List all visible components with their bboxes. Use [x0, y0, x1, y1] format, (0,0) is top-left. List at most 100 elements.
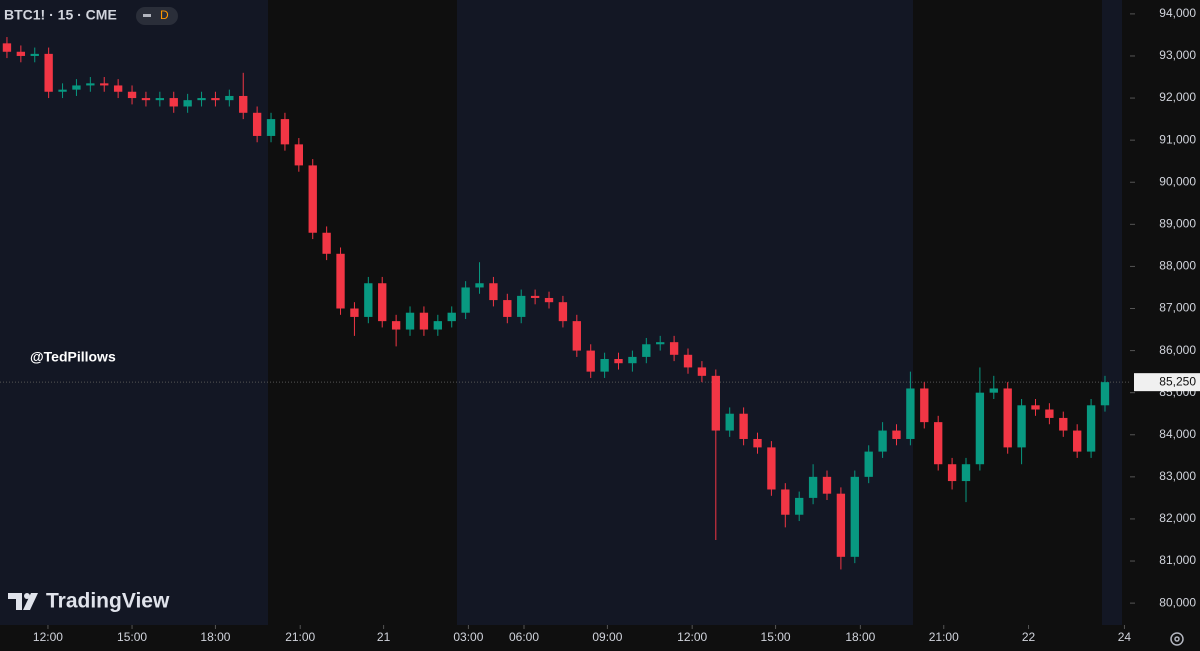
candle-body — [892, 430, 901, 439]
candle-body — [642, 344, 651, 357]
candle-body — [44, 53, 53, 92]
candle-body — [141, 98, 151, 101]
badge: D — [160, 8, 169, 22]
y-tick-label: 88,000 — [1159, 259, 1196, 273]
candle-body — [419, 312, 429, 330]
candle-body — [155, 98, 165, 101]
candle-body — [864, 451, 873, 477]
candle-body — [544, 297, 554, 303]
x-tick-label: 09:00 — [592, 630, 622, 644]
candle-body — [1073, 430, 1082, 452]
candle-body — [127, 91, 137, 99]
candle-body — [975, 392, 985, 465]
x-tick-label: 18:00 — [200, 630, 230, 644]
settings-icon[interactable] — [1170, 632, 1184, 646]
y-tick-label: 92,000 — [1159, 90, 1196, 104]
y-tick-label: 89,000 — [1159, 216, 1196, 230]
candle-body — [1031, 405, 1040, 410]
candle-body — [822, 476, 832, 494]
x-tick-label: 15:00 — [117, 630, 147, 644]
candle-body — [280, 119, 290, 145]
last-price-box — [1134, 373, 1200, 392]
candle-body — [934, 422, 943, 465]
x-tick-label: 22 — [1022, 630, 1036, 644]
candle-body — [225, 95, 234, 101]
candle-body — [378, 283, 387, 322]
candle-body — [503, 300, 512, 317]
x-tick-label: 21:00 — [929, 630, 959, 644]
y-tick-label: 93,000 — [1159, 48, 1196, 62]
candle-body — [795, 497, 804, 515]
x-tick-label: 12:00 — [677, 630, 707, 644]
candle-body — [475, 283, 484, 288]
candle-body — [364, 283, 373, 317]
candle-body — [906, 388, 915, 439]
candle-body — [947, 464, 957, 482]
y-tick-label: 94,000 — [1159, 6, 1196, 20]
candle-body — [558, 302, 568, 322]
candle-body — [517, 295, 526, 317]
candle-body — [294, 144, 304, 166]
watermark: @TedPillows — [30, 349, 116, 365]
session-band — [0, 0, 268, 625]
x-tick-label: 24 — [1118, 630, 1132, 644]
candle-body — [1003, 388, 1012, 448]
candle-body — [336, 253, 345, 309]
candle-body — [183, 100, 192, 107]
candle-body — [530, 295, 540, 298]
candle-body — [586, 350, 595, 372]
candle-body — [711, 375, 720, 431]
candle-body — [58, 89, 67, 92]
badge-dash — [143, 14, 151, 17]
candle-body — [656, 342, 665, 345]
candle-body — [600, 359, 609, 372]
candle-body — [628, 356, 637, 364]
x-tick-label: 12:00 — [33, 630, 63, 644]
candle-body — [447, 312, 456, 322]
candle-body — [16, 51, 26, 56]
y-tick-label: 82,000 — [1159, 511, 1196, 525]
candle-body — [405, 312, 415, 330]
x-tick-label: 06:00 — [509, 630, 539, 644]
y-tick-label: 90,000 — [1159, 174, 1196, 188]
brand: TradingView — [46, 590, 170, 613]
y-tick-label: 83,000 — [1159, 469, 1196, 483]
candle-body — [1017, 405, 1026, 448]
candle-body — [239, 95, 248, 113]
candle-body — [211, 98, 220, 101]
plot-area — [0, 37, 1130, 570]
candle-body — [808, 476, 818, 498]
candle-body — [961, 464, 971, 482]
candle-body — [989, 388, 998, 393]
candle-body — [266, 119, 276, 136]
y-tick-label: 81,000 — [1159, 553, 1196, 567]
candle-body — [683, 354, 693, 368]
last-price-label: 85,250 — [1159, 374, 1196, 388]
candle-body — [753, 438, 762, 448]
badge-pill — [136, 7, 178, 25]
candle-body — [350, 308, 359, 317]
candle-body — [100, 83, 109, 86]
x-tick-label: 03:00 — [453, 630, 483, 644]
candle-body — [878, 430, 887, 452]
session-band — [1102, 0, 1122, 625]
candle-body — [86, 83, 95, 86]
candle-body — [669, 342, 679, 355]
candle-body — [850, 476, 859, 557]
candle-body — [739, 413, 748, 439]
candle-body — [614, 359, 623, 364]
candle-body — [572, 321, 581, 351]
candle-body — [113, 85, 123, 92]
candle-body — [920, 388, 929, 423]
candle-body — [767, 447, 776, 490]
candle-body — [489, 283, 498, 301]
candle-body — [461, 287, 470, 313]
candle-body — [308, 165, 317, 233]
brand-logo — [8, 593, 38, 610]
candle-body — [697, 367, 707, 376]
candle-body — [169, 98, 178, 107]
candle-body — [1045, 409, 1054, 418]
x-tick-label: 21 — [377, 630, 391, 644]
candle-body — [1100, 382, 1110, 406]
